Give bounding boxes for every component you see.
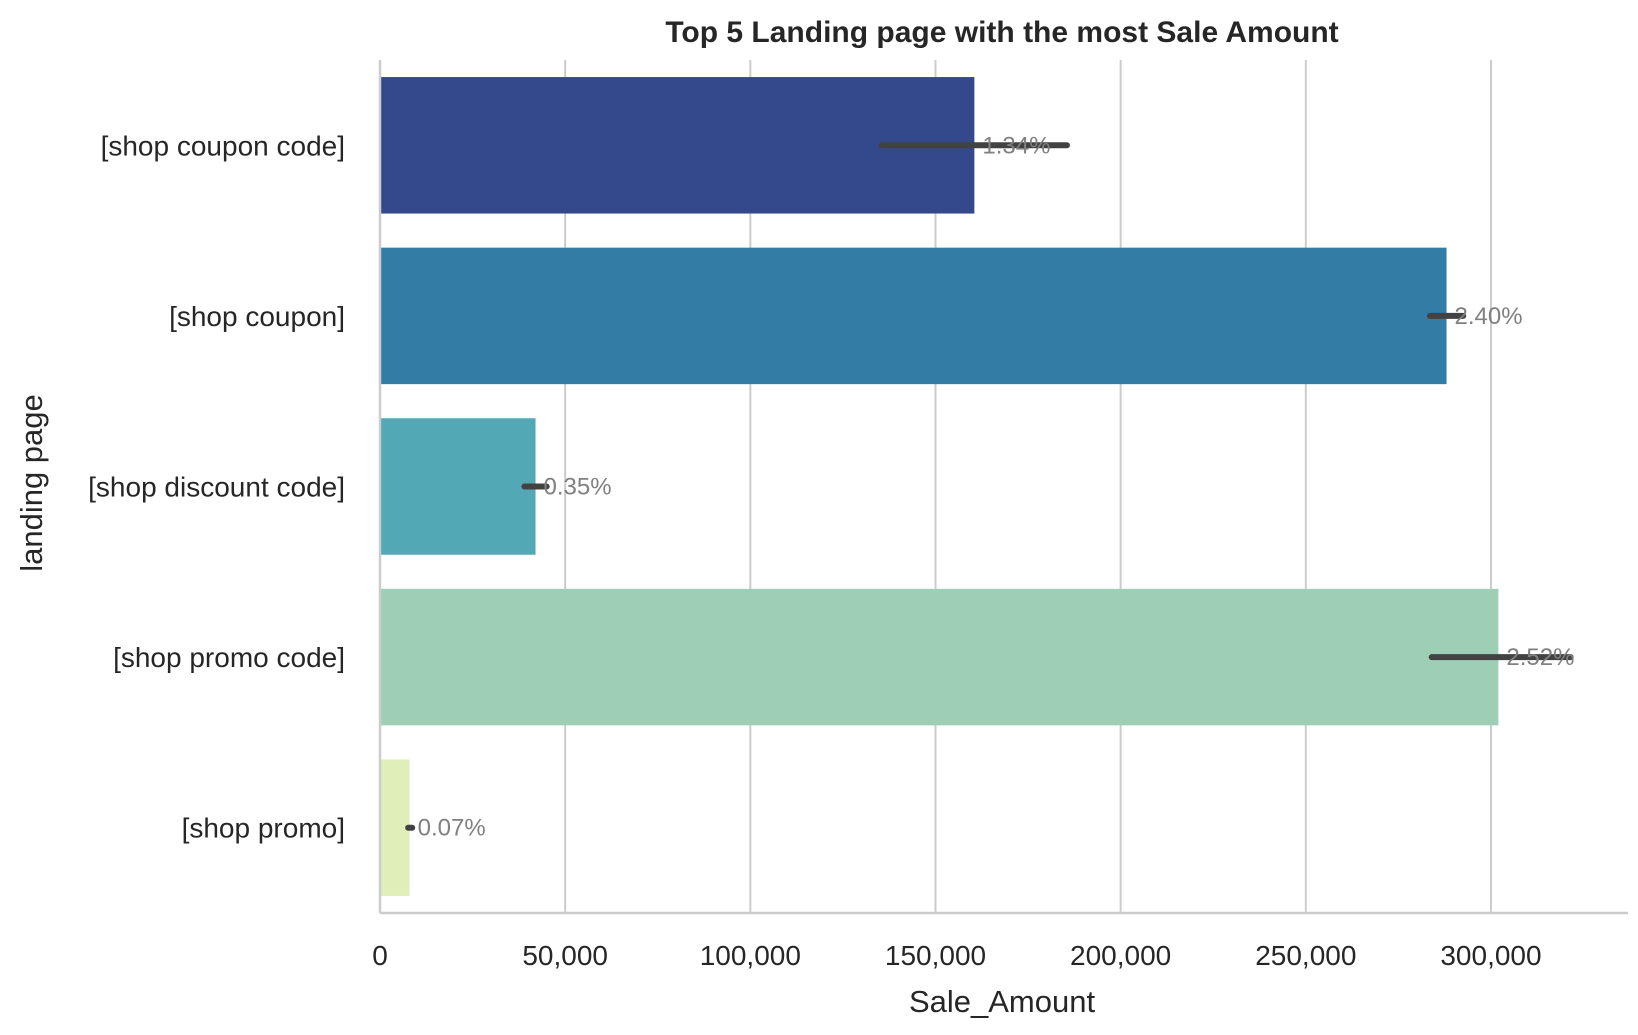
bar-value-label: 0.07% bbox=[418, 815, 486, 842]
x-tick-label: 300,000 bbox=[1440, 940, 1541, 971]
x-tick-label: 0 bbox=[372, 940, 388, 971]
y-tick-label: [shop coupon code] bbox=[101, 130, 345, 161]
bar-value-label: 2.40% bbox=[1455, 303, 1523, 330]
x-tick-label: 250,000 bbox=[1255, 940, 1356, 971]
x-tick-label: 100,000 bbox=[700, 940, 801, 971]
error-bars bbox=[405, 142, 1574, 831]
data-labels: 1.34% 2.40% 0.35% 2.52% 0.07% bbox=[418, 132, 1575, 841]
bar-value-label: 2.52% bbox=[1506, 644, 1574, 671]
bar bbox=[380, 247, 1447, 385]
x-tick-label: 150,000 bbox=[885, 940, 986, 971]
bars bbox=[380, 77, 1499, 896]
y-tick-label: [shop promo] bbox=[182, 813, 345, 844]
chart-title: Top 5 Landing page with the most Sale Am… bbox=[665, 16, 1338, 49]
x-tick-label: 200,000 bbox=[1070, 940, 1171, 971]
bar bbox=[380, 759, 410, 896]
bar bbox=[380, 588, 1499, 726]
x-axis-label: Sale_Amount bbox=[909, 984, 1096, 1019]
y-tick-label: [shop coupon] bbox=[169, 301, 345, 332]
bar bbox=[380, 418, 536, 555]
y-axis-label: landing page bbox=[14, 394, 49, 572]
x-axis-ticks: 0 50,000 100,000 150,000 200,000 250,000 300,0… bbox=[372, 940, 1541, 971]
y-axis-ticks: [shop coupon code] [shop coupon] [shop dis… bbox=[88, 130, 345, 843]
bar-value-label: 0.35% bbox=[544, 474, 612, 501]
bar-value-label: 1.34% bbox=[982, 132, 1050, 159]
bar bbox=[380, 77, 975, 214]
y-tick-label: [shop promo code] bbox=[113, 642, 345, 673]
x-tick-label: 50,000 bbox=[522, 940, 608, 971]
y-tick-label: [shop discount code] bbox=[88, 472, 345, 503]
axis-spines bbox=[378, 60, 1628, 915]
